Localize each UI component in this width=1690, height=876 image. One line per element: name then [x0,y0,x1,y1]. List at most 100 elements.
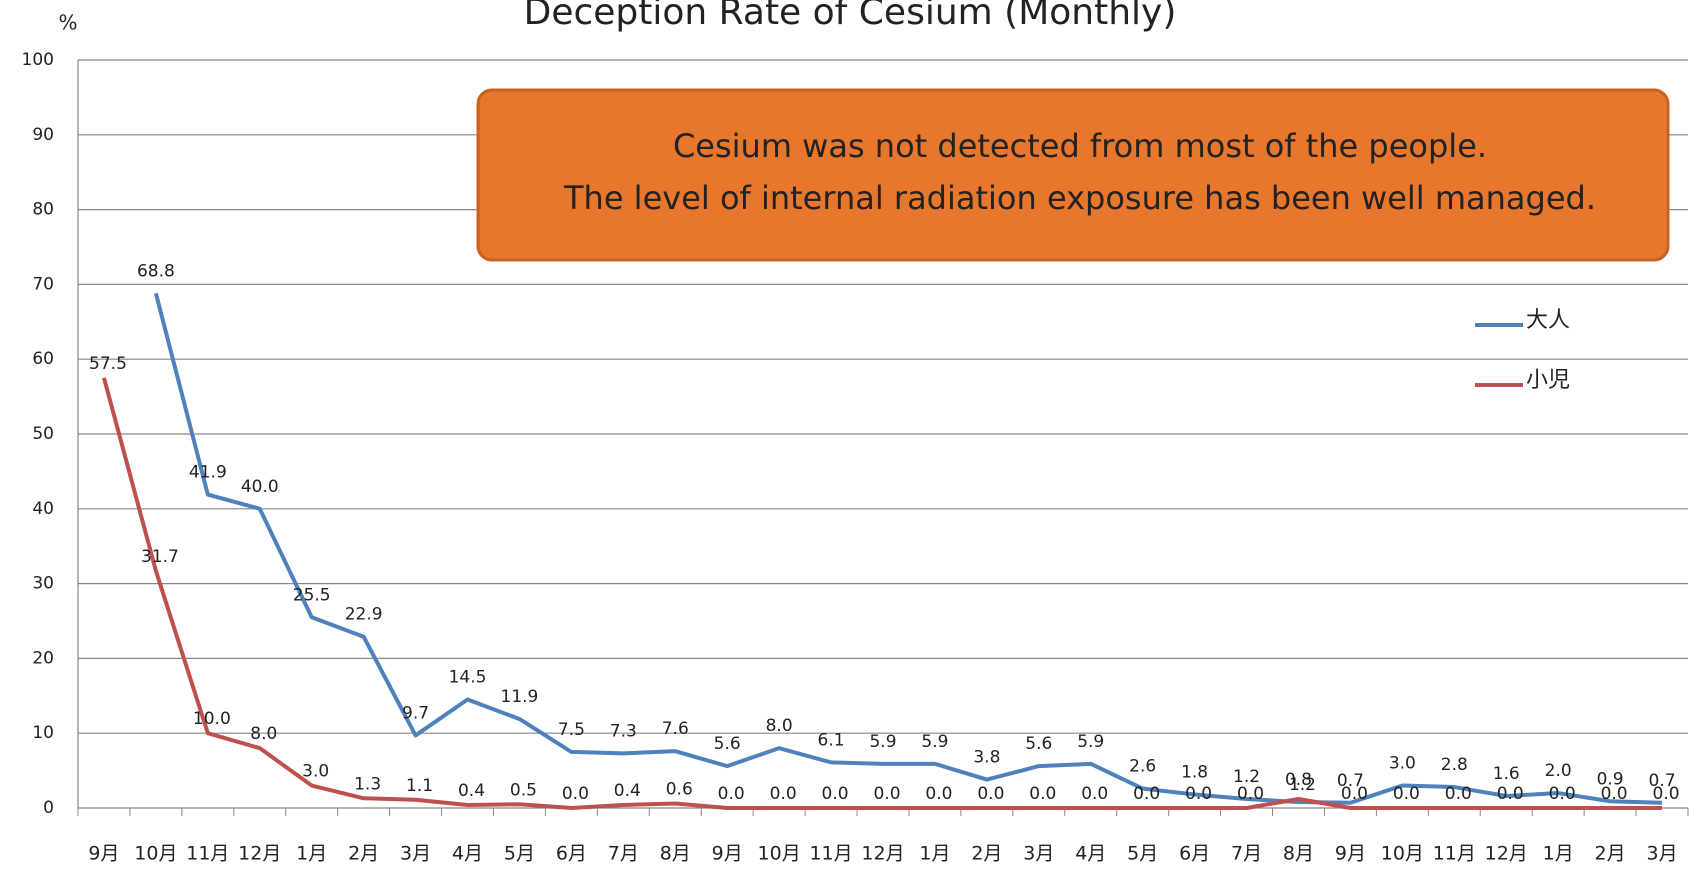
data-label: 0.0 [1497,784,1524,804]
x-tick-label: 10月 [134,843,177,865]
data-label: 0.0 [977,784,1004,804]
y-tick-label: 0 [43,798,54,818]
data-label: 7.5 [558,720,585,740]
data-label: 0.5 [510,780,537,800]
data-label: 2.8 [1441,755,1468,775]
data-label: 1.8 [1181,763,1208,783]
data-label: 5.9 [1077,732,1104,752]
data-label: 0.6 [666,780,693,800]
data-label: 9.7 [402,703,429,723]
data-label: 68.8 [137,261,175,281]
y-tick-label: 30 [32,574,54,594]
x-tick-label: 5月 [1127,843,1158,865]
data-label: 0.4 [458,781,485,801]
data-label: 31.7 [141,547,179,567]
data-label: 3.0 [1389,754,1416,774]
x-tick-label: 11月 [186,843,229,865]
y-tick-label: 60 [32,349,54,369]
data-label: 0.0 [1029,784,1056,804]
data-label: 5.6 [714,734,741,754]
data-label: 3.0 [302,762,329,782]
x-tick-label: 1月 [296,843,327,865]
data-label: 0.0 [822,784,849,804]
x-tick-label: 5月 [504,843,535,865]
data-label: 14.5 [449,668,487,688]
x-tick-label: 2月 [1595,843,1626,865]
x-tick-label: 7月 [608,843,639,865]
data-label: 0.0 [1341,784,1368,804]
y-tick-label: 100 [22,50,54,70]
data-label: 2.6 [1129,757,1156,777]
x-tick-label: 7月 [1231,843,1262,865]
data-label: 1.3 [354,774,381,794]
x-tick-label: 1月 [919,843,950,865]
data-label: 0.0 [1653,784,1680,804]
y-tick-label: 80 [32,200,54,220]
x-tick-label: 3月 [400,843,431,865]
data-label: 22.9 [345,605,383,625]
data-label: 57.5 [89,354,127,374]
data-label: 2.0 [1545,761,1572,781]
annotation-box [478,90,1668,260]
data-label: 0.0 [770,784,797,804]
data-label: 0.0 [562,784,589,804]
x-tick-label: 2月 [971,843,1002,865]
x-tick-label: 4月 [1075,843,1106,865]
x-tick-label: 3月 [1646,843,1677,865]
data-label: 25.5 [293,585,331,605]
y-tick-label: 70 [32,274,54,294]
x-tick-label: 12月 [1485,843,1528,865]
x-tick-label: 8月 [660,843,691,865]
x-tick-label: 9月 [88,843,119,865]
annotation-text: Cesium was not detected from most of the… [673,127,1487,165]
x-tick-label: 8月 [1283,843,1314,865]
x-tick-label: 9月 [712,843,743,865]
y-tick-label: 10 [32,723,54,743]
series-line [156,293,1662,802]
data-label: 0.0 [1133,784,1160,804]
data-label: 0.0 [1549,784,1576,804]
x-tick-label: 12月 [238,843,281,865]
data-label: 0.0 [1185,784,1212,804]
data-label: 0.0 [1445,784,1472,804]
data-label: 0.4 [614,781,641,801]
data-label: 5.9 [869,732,896,752]
data-label: 0.0 [873,784,900,804]
data-label: 0.0 [718,784,745,804]
x-tick-label: 4月 [452,843,483,865]
data-label: 41.9 [189,463,227,483]
y-tick-label: 50 [32,424,54,444]
legend-label: 大人 [1526,308,1570,333]
data-label: 5.9 [921,732,948,752]
annotation-text: The level of internal radiation exposure… [563,179,1596,217]
data-label: 0.0 [1237,784,1264,804]
x-tick-label: 6月 [556,843,587,865]
x-tick-label: 6月 [1179,843,1210,865]
x-tick-label: 9月 [1335,843,1366,865]
data-label: 5.6 [1025,734,1052,754]
x-tick-label: 10月 [758,843,801,865]
data-label: 0.0 [1393,784,1420,804]
data-label: 1.6 [1493,764,1520,784]
x-tick-label: 10月 [1381,843,1424,865]
x-tick-label: 11月 [809,843,852,865]
x-tick-label: 11月 [1433,843,1476,865]
data-label: 8.0 [250,724,277,744]
x-tick-label: 12月 [861,843,904,865]
x-tick-label: 1月 [1543,843,1574,865]
data-label: 1.1 [406,776,433,796]
y-tick-label: 90 [32,125,54,145]
y-tick-label: 20 [32,648,54,668]
data-label: 0.0 [925,784,952,804]
y-axis-label: % [58,11,77,35]
data-label: 1.2 [1289,775,1316,795]
data-label: 10.0 [193,709,231,729]
data-label: 8.0 [766,716,793,736]
data-label: 3.8 [973,748,1000,768]
data-label: 40.0 [241,477,279,497]
data-label: 7.6 [662,719,689,739]
data-label: 0.0 [1081,784,1108,804]
data-label: 11.9 [501,687,539,707]
x-tick-label: 3月 [1023,843,1054,865]
chart-title: Deception Rate of Cesium (Monthly) [524,0,1177,33]
